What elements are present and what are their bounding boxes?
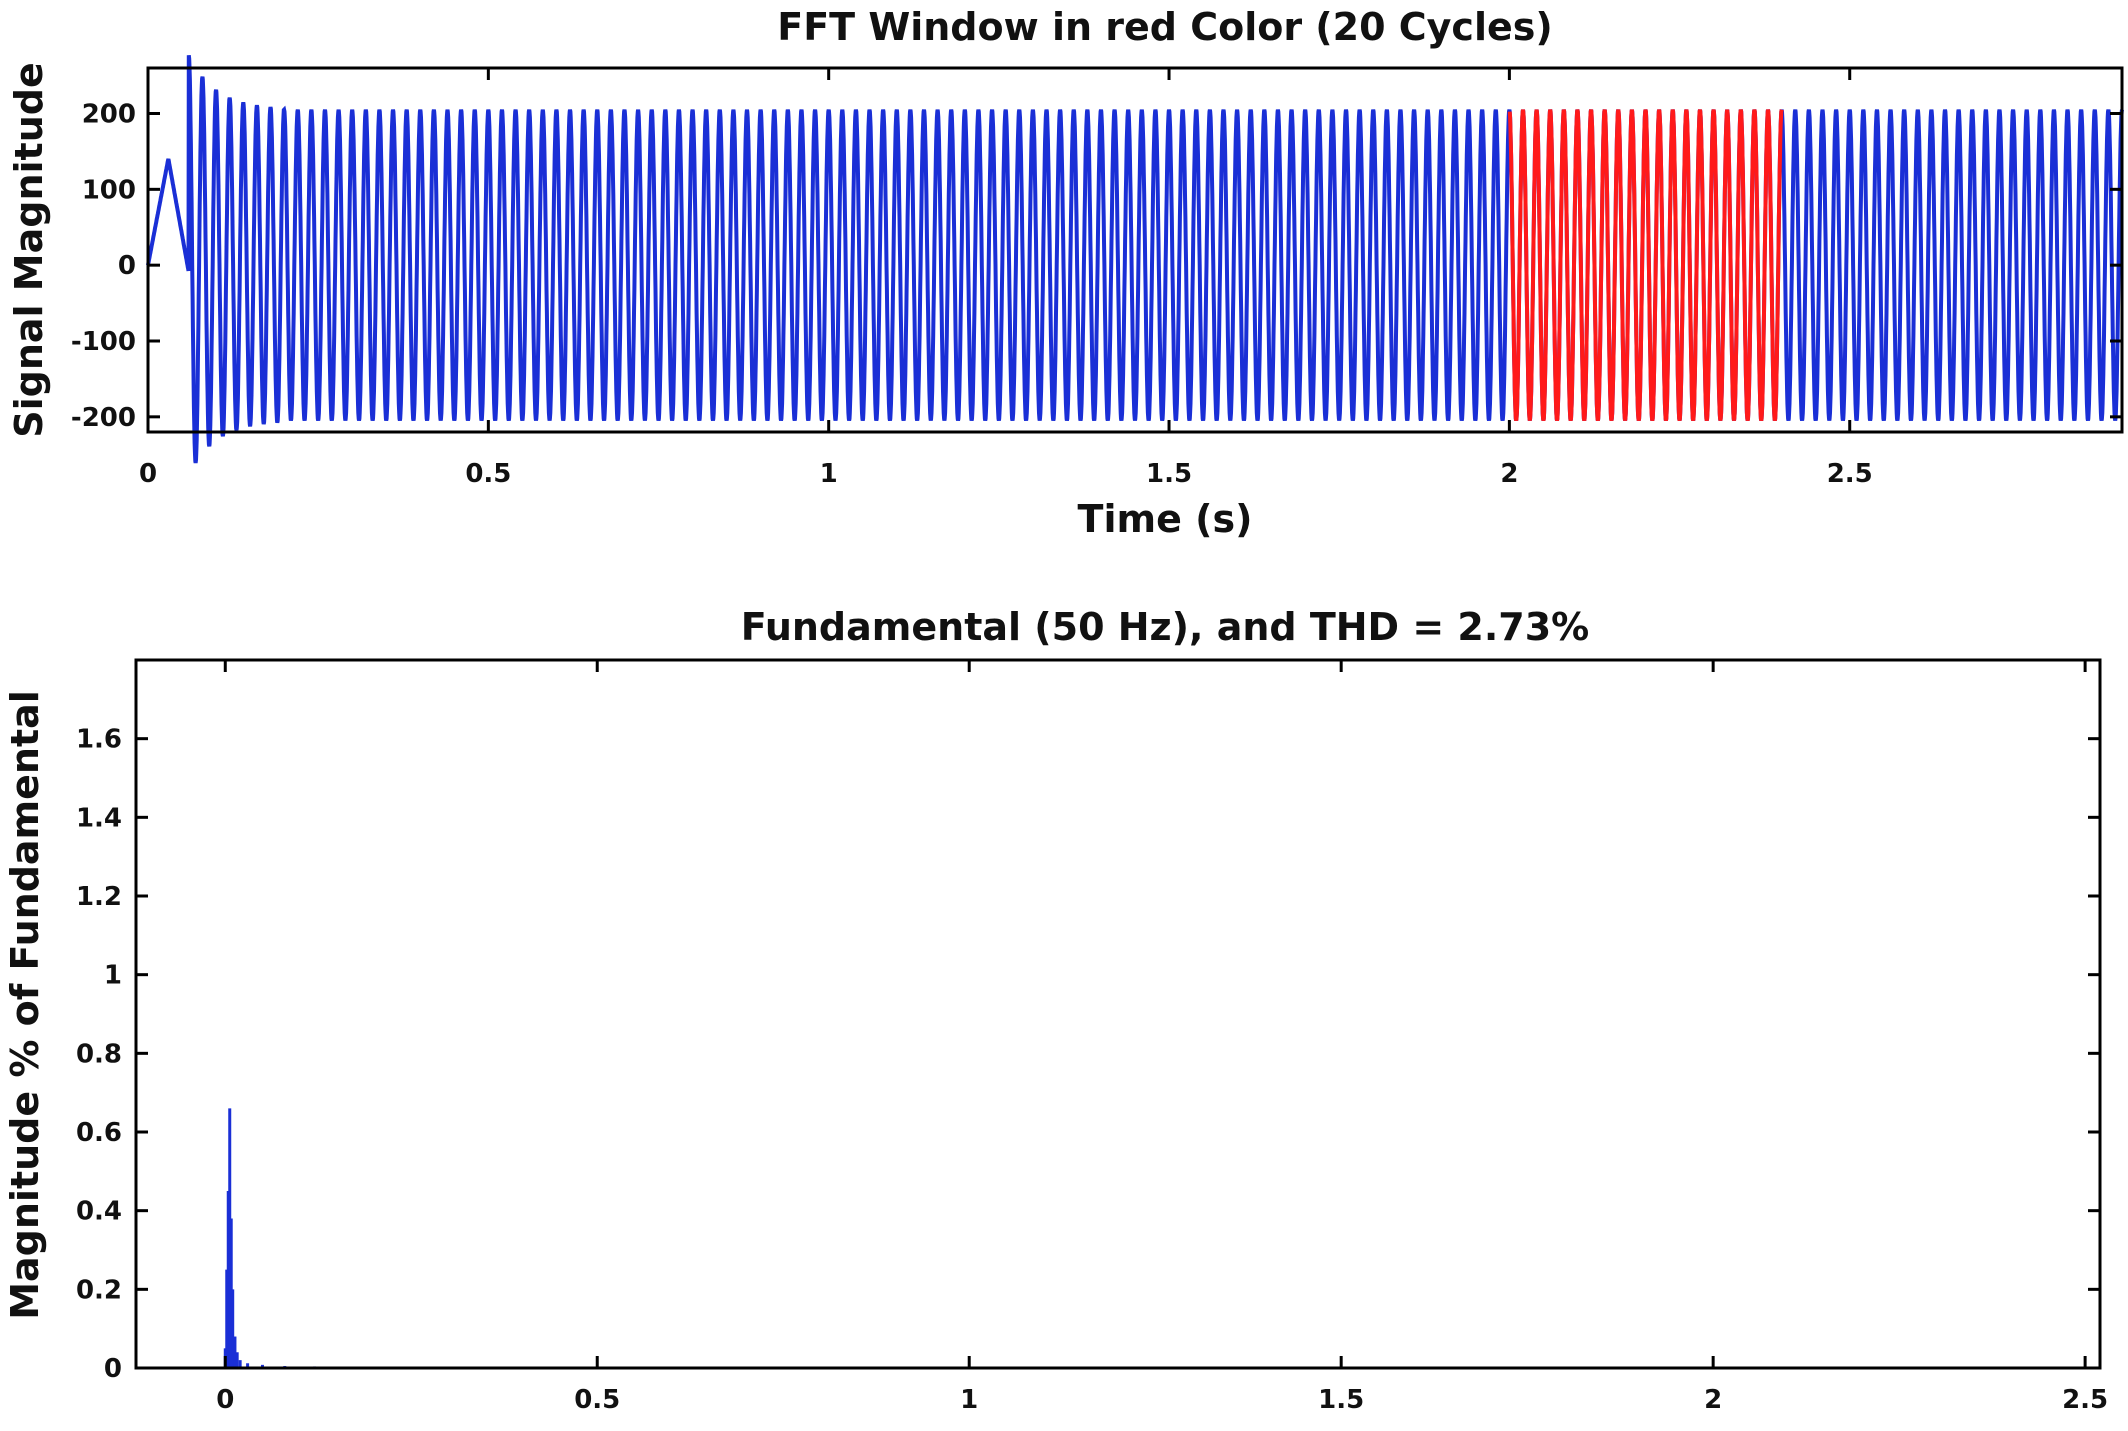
x-tick-label: 2.5 <box>1827 459 1873 489</box>
x-tick-label: 1.5 <box>1146 459 1192 489</box>
x-tick-label: 2 <box>1704 1385 1722 1415</box>
chart-title: Fundamental (50 Hz), and THD = 2.73% <box>741 605 1589 649</box>
y-tick-label: 1.2 <box>76 882 122 912</box>
y-tick-label: 0.4 <box>76 1197 122 1227</box>
x-tick-label: 0.5 <box>465 459 511 489</box>
x-tick-label: 2.5 <box>2062 1385 2108 1415</box>
y-tick-label: 1 <box>104 961 122 991</box>
x-tick-label: 1.5 <box>1318 1385 1364 1415</box>
x-axis-label: Time (s) <box>1078 497 1253 541</box>
y-axis-ticks: 200 100 0 -100 -200 <box>71 100 2122 433</box>
y-tick-label: 200 <box>82 100 136 130</box>
plot-frame <box>146 66 2124 434</box>
x-tick-label: 2 <box>1500 459 1518 489</box>
y-tick-label: 100 <box>82 175 136 205</box>
plot-frame <box>134 658 2102 1370</box>
y-axis-label: Signal Magnitude <box>7 62 51 437</box>
x-axis-ticks: 0 0.5 1 1.5 2 2.5 <box>216 660 2108 1415</box>
x-axis-ticks: 0 0.5 1 1.5 2 2.5 <box>139 68 1873 489</box>
time-signal-chart: FFT Window in red Color (20 Cycles) 0 0.5… <box>7 5 2124 541</box>
signal-line <box>146 55 2124 464</box>
fft-spectrum-chart: Fundamental (50 Hz), and THD = 2.73% 0 0.… <box>3 605 2108 1415</box>
y-axis-label: Magnitude % of Fundamental <box>3 690 47 1320</box>
x-tick-label: 0 <box>216 1385 234 1415</box>
y-tick-label: 0 <box>118 251 136 281</box>
y-tick-label: -100 <box>71 327 136 357</box>
x-tick-label: 1 <box>960 1385 978 1415</box>
x-tick-label: 0 <box>139 459 157 489</box>
chart-title: FFT Window in red Color (20 Cycles) <box>777 5 1553 49</box>
y-axis-ticks: 0 0.2 0.4 0.6 0.8 1 1.2 1.4 1.6 <box>76 725 2100 1384</box>
x-tick-label: 1 <box>820 459 838 489</box>
fft-window-line <box>1507 109 1784 422</box>
x-tick-label: 0.5 <box>574 1385 620 1415</box>
y-tick-label: 0.8 <box>76 1039 122 1069</box>
plot-area <box>146 55 2124 464</box>
y-tick-label: 0.2 <box>76 1275 122 1305</box>
y-tick-label: 1.4 <box>76 803 122 833</box>
y-tick-label: 0.6 <box>76 1118 122 1148</box>
plot-area <box>223 1108 450 1368</box>
y-tick-label: -200 <box>71 403 136 433</box>
y-tick-label: 1.6 <box>76 725 122 755</box>
y-tick-label: 0 <box>104 1354 122 1384</box>
